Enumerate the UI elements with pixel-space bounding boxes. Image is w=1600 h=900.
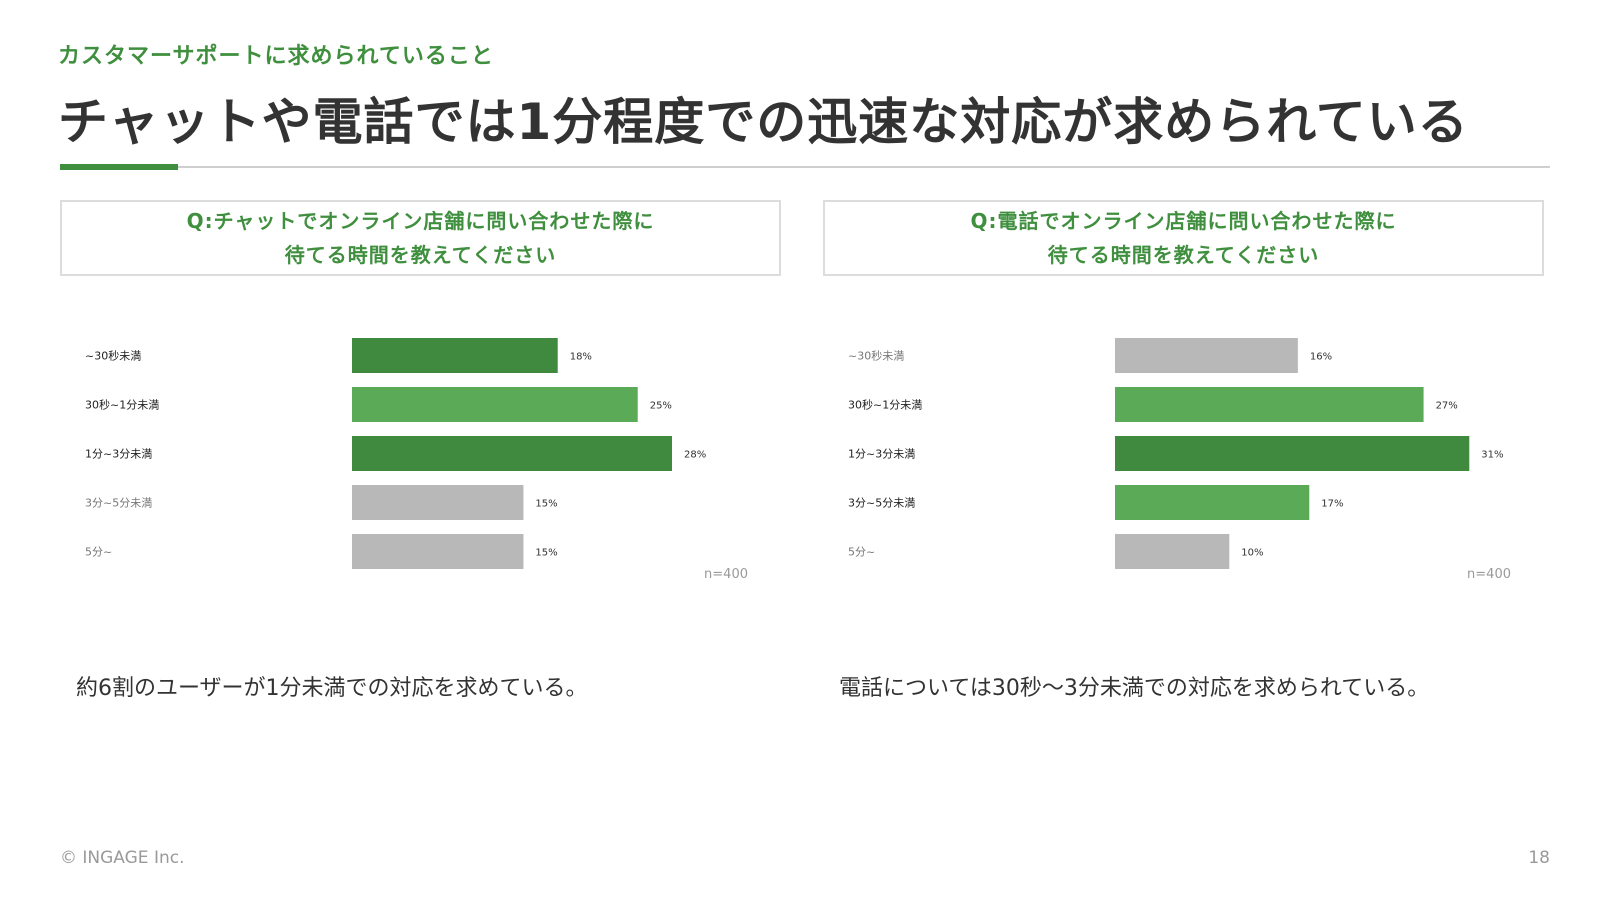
value-label: 15% [535, 548, 557, 559]
value-label: 18% [570, 352, 592, 363]
value-label: 16% [1310, 352, 1332, 363]
value-label: 31% [1481, 450, 1503, 461]
bar [352, 436, 672, 471]
value-label: 10% [1241, 548, 1263, 559]
category-label: 3分~5分未満 [848, 497, 915, 510]
chat-summary: 約6割のユーザーが1分未満での対応を求めている。 [76, 676, 588, 701]
value-label: 28% [684, 450, 706, 461]
value-label: 27% [1436, 401, 1458, 412]
chat-question-line2: 待てる時間を教えてください [284, 243, 557, 267]
category-label: 5分~ [848, 546, 875, 559]
chat-question-box: Q:チャットでオンライン店舗に問い合わせた際に 待てる時間を教えてください [60, 200, 781, 276]
chat-question-line1: Q:チャットでオンライン店舗に問い合わせた際に [186, 209, 655, 233]
category-label: 30秒~1分未満 [848, 398, 922, 412]
phone-question-box: Q:電話でオンライン店舗に問い合わせた際に 待てる時間を教えてください [823, 200, 1544, 276]
slide-headline: チャットや電話では1分程度での迅速な対応が求められている [58, 93, 1469, 151]
title-rule [60, 166, 1550, 168]
category-label: 5分~ [85, 546, 112, 559]
chat-panel: Q:チャットでオンライン店舗に問い合わせた際に 待てる時間を教えてください ~3… [60, 200, 785, 820]
bar [1115, 338, 1298, 373]
category-label: 1分~3分未満 [848, 448, 915, 461]
page-number: 18 [1528, 848, 1550, 868]
phone-bar-chart-svg: ~30秒未満 16% 30秒~1分未満 27% 1分~3分未満 31% 3分~5分未満 17%… [848, 338, 1511, 582]
slide-kicker: カスタマーサポートに求められていること [58, 44, 494, 69]
bar [352, 338, 558, 373]
title-rule-accent [60, 164, 178, 170]
value-label: 25% [650, 401, 672, 412]
sample-size-note: n=400 [1467, 567, 1511, 582]
chat-wait-time-chart: ~30秒未満 18% 30秒~1分未満 25% 1分~3分未満 28% 3分~5分未満 15%… [60, 320, 785, 600]
category-label: 1分~3分未満 [85, 448, 152, 461]
phone-wait-time-chart: ~30秒未満 16% 30秒~1分未満 27% 1分~3分未満 31% 3分~5分未満 17%… [823, 320, 1548, 600]
phone-summary: 電話については30秒〜3分未満での対応を求められている。 [839, 676, 1430, 701]
bar [1115, 485, 1310, 520]
sample-size-note: n=400 [704, 567, 748, 582]
value-label: 17% [1321, 499, 1343, 510]
phone-question-line1: Q:電話でオンライン店舗に問い合わせた際に [970, 209, 1397, 233]
bar [1115, 387, 1424, 422]
phone-question-line2: 待てる時間を教えてください [1047, 243, 1320, 267]
bar [1115, 534, 1230, 569]
category-label: 30秒~1分未満 [85, 398, 159, 412]
footer-copyright: © INGAGE Inc. [60, 848, 185, 868]
bar [352, 485, 524, 520]
category-label: ~30秒未満 [85, 349, 141, 363]
phone-panel: Q:電話でオンライン店舗に問い合わせた際に 待てる時間を教えてください ~30秒… [823, 200, 1548, 820]
bar [1115, 436, 1470, 471]
bar [352, 534, 524, 569]
category-label: 3分~5分未満 [85, 497, 152, 510]
category-label: ~30秒未満 [848, 349, 904, 363]
chat-bar-chart-svg: ~30秒未満 18% 30秒~1分未満 25% 1分~3分未満 28% 3分~5分未満 15%… [85, 338, 748, 582]
value-label: 15% [535, 499, 557, 510]
bar [352, 387, 638, 422]
